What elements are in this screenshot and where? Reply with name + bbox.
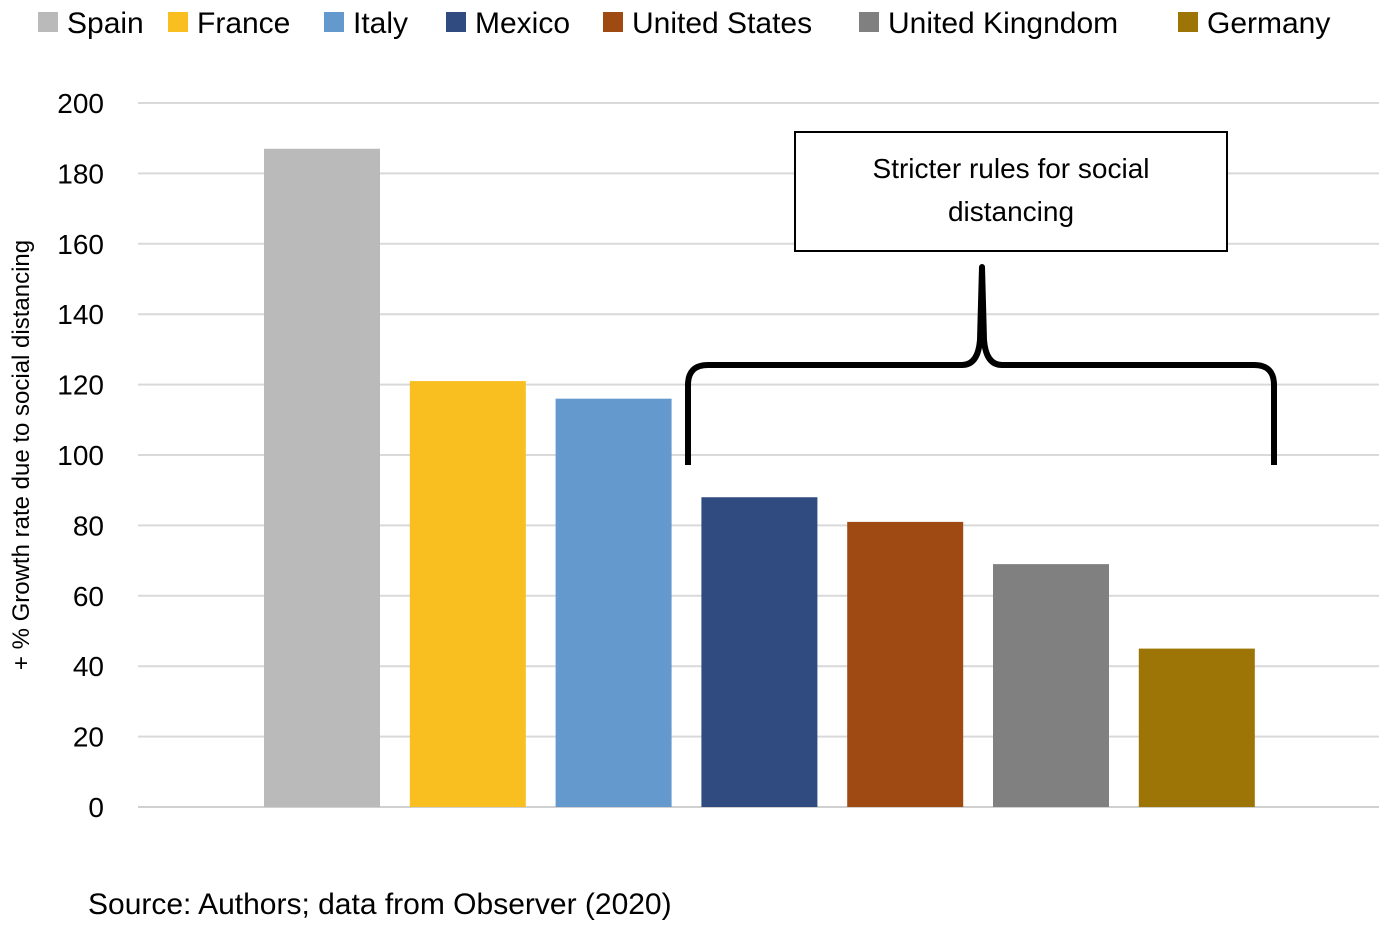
bar-italy: [555, 398, 672, 807]
legend-marker: [168, 12, 188, 32]
legend-item-italy: Italy: [324, 7, 408, 40]
legend: Spain France Italy Mexico United States Unite…: [38, 7, 1330, 40]
legend-item-france: France: [168, 7, 290, 40]
legend-marker: [1178, 12, 1198, 32]
legend-item-germany: Germany: [1178, 7, 1330, 40]
y-tick-label: 40: [73, 651, 104, 682]
y-tick-label: 0: [88, 792, 104, 823]
bar-united-states: [847, 521, 964, 807]
bars: [264, 148, 1255, 807]
y-tick-label: 140: [57, 299, 104, 330]
legend-item-mexico: Mexico: [446, 7, 570, 40]
legend-marker: [324, 12, 344, 32]
legend-marker: [38, 12, 58, 32]
y-axis-title: + % Growth rate due to social distancing: [8, 240, 35, 670]
bar-spain: [264, 148, 380, 807]
annotation: Stricter rules for social distancing: [685, 131, 1277, 465]
legend-label: France: [197, 7, 290, 40]
bar-germany: [1138, 648, 1255, 807]
legend-marker: [603, 12, 623, 32]
y-tick-label: 120: [57, 370, 104, 401]
bar-united-kingndom: [993, 564, 1109, 807]
y-tick-label: 20: [73, 722, 104, 753]
legend-label: Mexico: [475, 7, 570, 40]
legend-label: Spain: [67, 7, 144, 40]
legend-marker: [446, 12, 466, 32]
annotation-box: [794, 131, 1228, 252]
annotation-text-line2: distancing: [948, 196, 1074, 227]
bar-mexico: [701, 497, 818, 807]
legend-label: Italy: [353, 7, 408, 40]
legend-label: United Kingndom: [888, 7, 1118, 40]
legend-label: United States: [632, 7, 812, 40]
annotation-text-line1: Stricter rules for social: [873, 153, 1150, 184]
source-note: Source: Authors; data from Observer (202…: [88, 888, 672, 921]
y-tick-label: 100: [57, 440, 104, 471]
legend-marker: [859, 12, 879, 32]
legend-item-spain: Spain: [38, 7, 144, 40]
annotation-bracket: [685, 264, 1277, 465]
legend-item-united-kingndom: United Kingndom: [859, 7, 1118, 40]
y-tick-label: 180: [57, 158, 104, 189]
y-tick-label: 80: [73, 510, 104, 541]
y-tick-label: 160: [57, 229, 104, 260]
y-axis-ticks: 0 20 40 60 80 100 120 140 160 180 200: [57, 88, 104, 823]
y-tick-label: 60: [73, 581, 104, 612]
legend-item-united-states: United States: [603, 7, 812, 40]
bar-france: [409, 381, 526, 807]
legend-label: Germany: [1207, 7, 1330, 40]
y-tick-label: 200: [57, 88, 104, 119]
